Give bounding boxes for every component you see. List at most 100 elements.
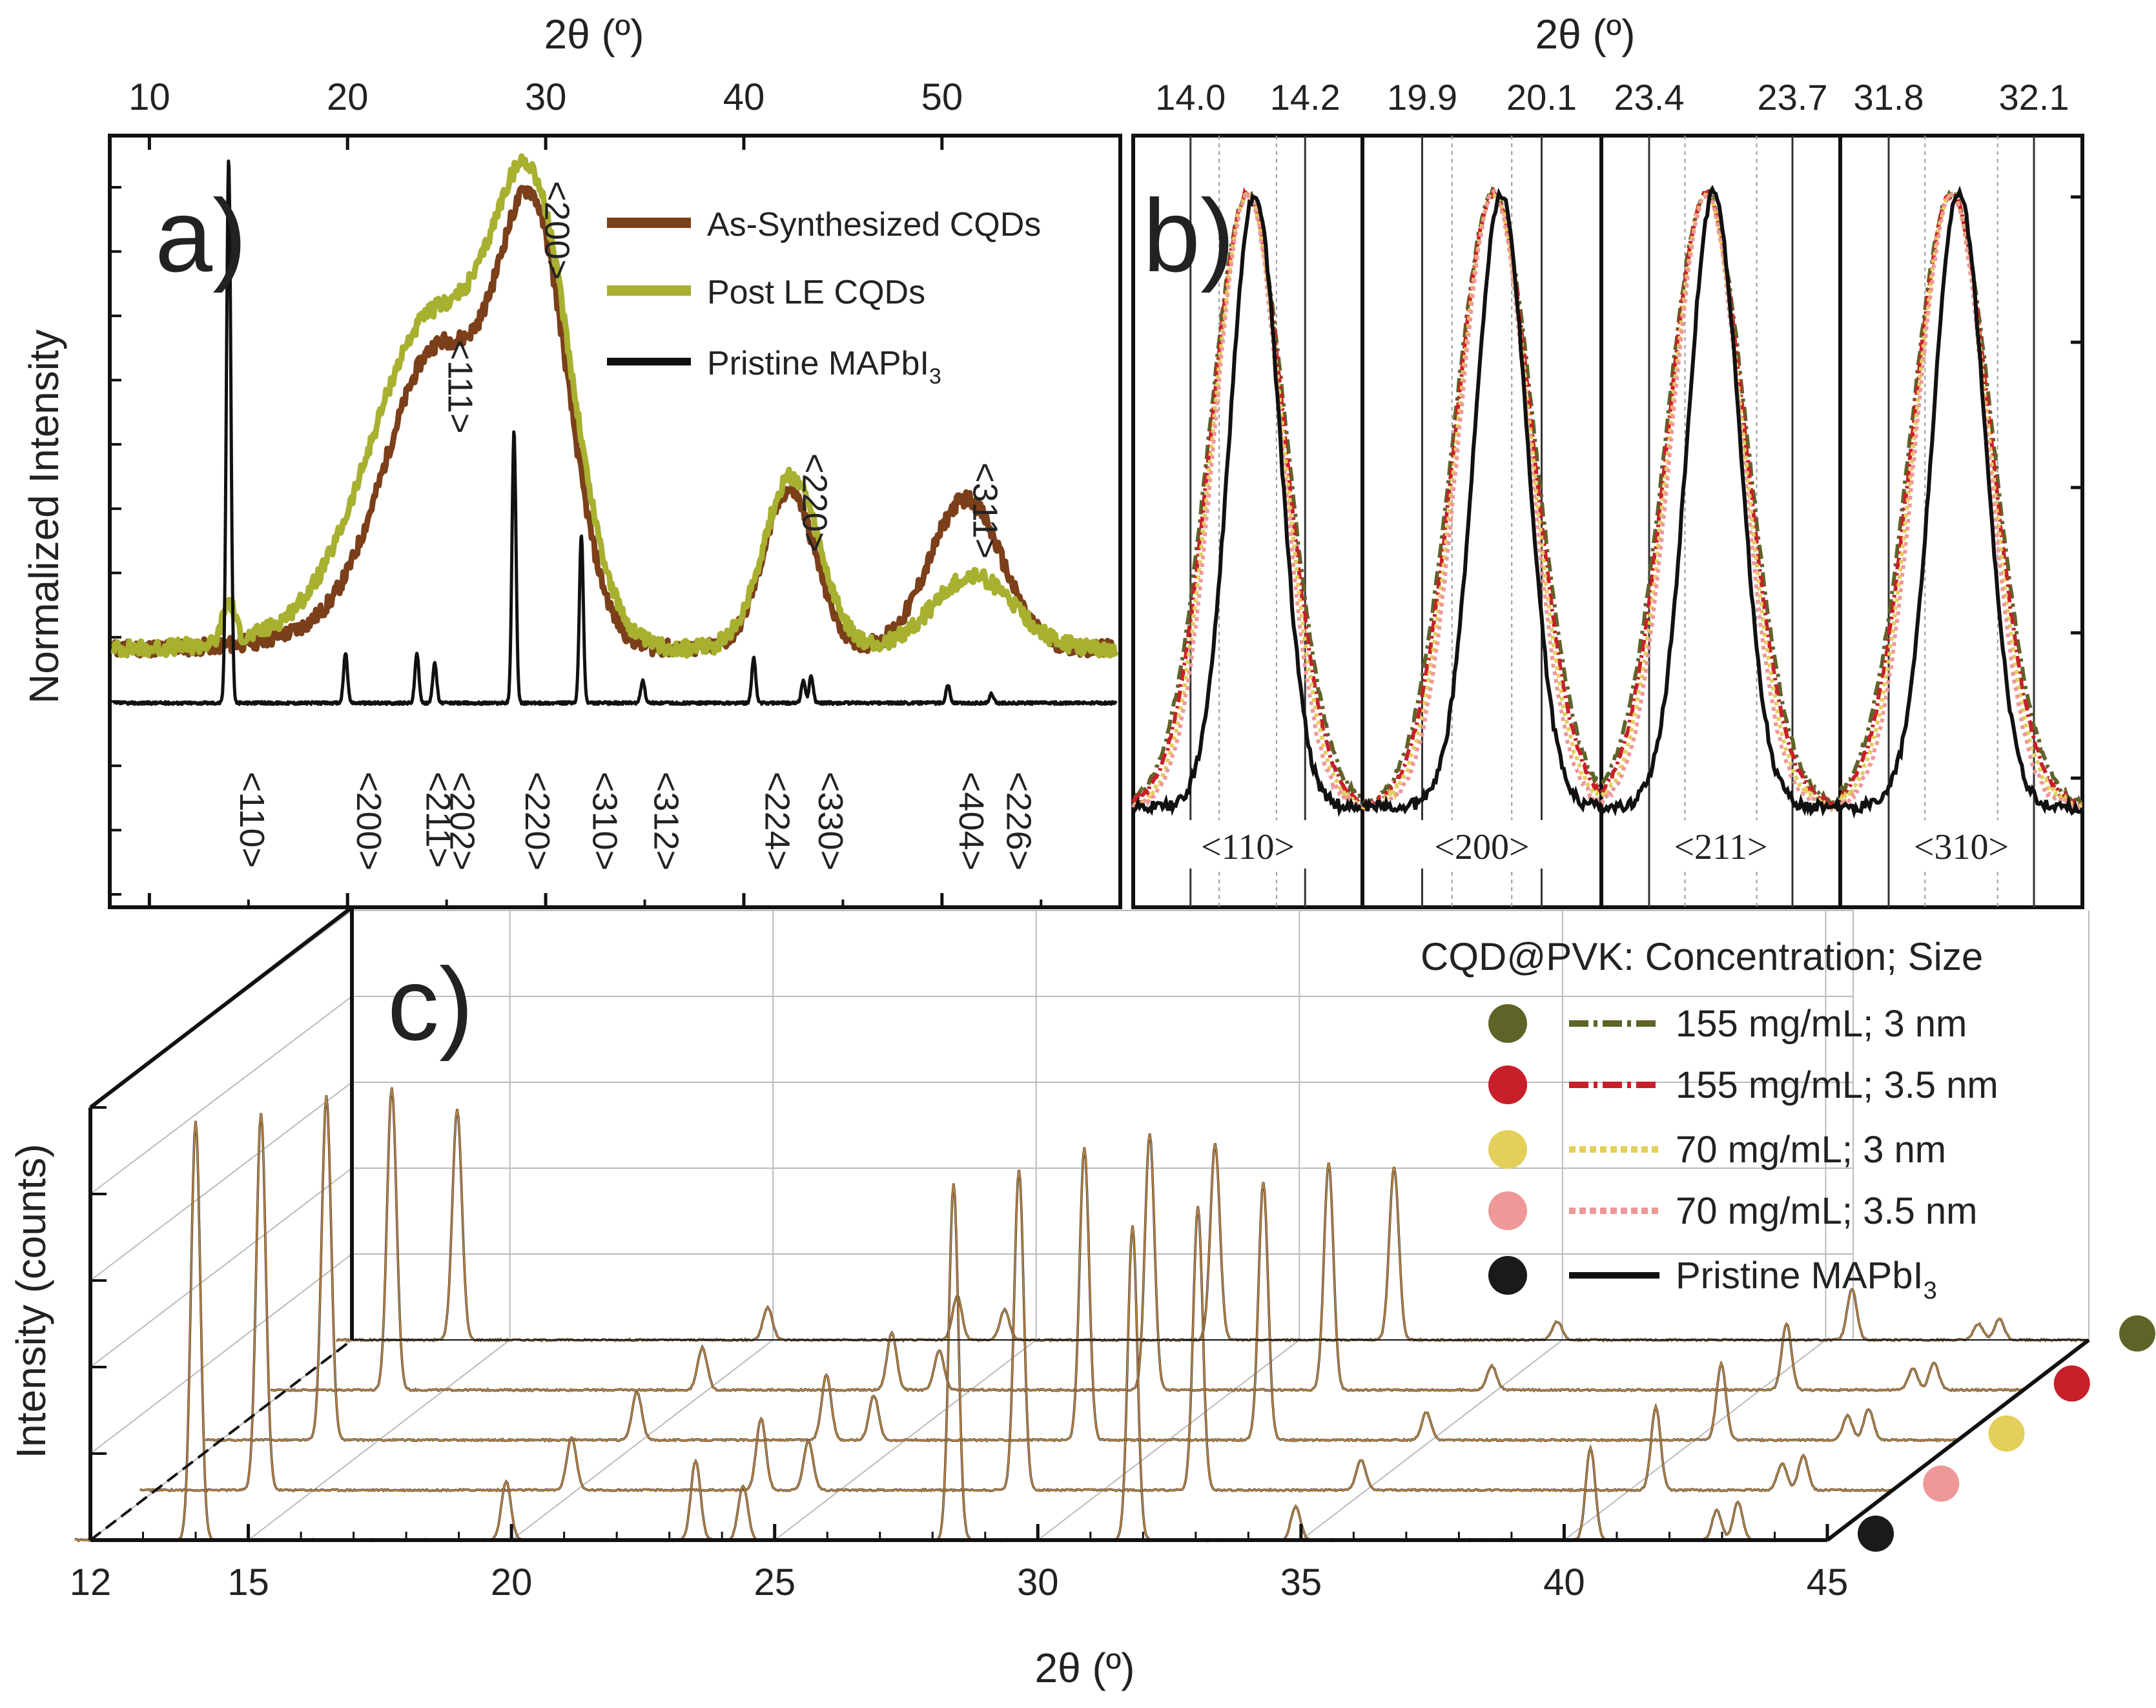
b-subpanel-label: <310> [1914, 827, 2009, 867]
a-hkl-label: <202> [442, 772, 481, 870]
b-series-line-dot_155_35 [1599, 189, 1840, 810]
c-series-line [270, 1087, 2024, 1392]
b-label-bg [1186, 820, 1309, 869]
b-tick-label: 14.0 [1155, 77, 1226, 118]
series-dot-dot_70_3 [1988, 1415, 2025, 1452]
a-hkl-label: <330> [811, 772, 850, 870]
b-series-line-dot_70_35 [1360, 189, 1603, 812]
panel-c-chart: 12 15 20 25 30 35 40 45 c) Intensity (counts) 2… [8, 905, 2155, 1691]
legend-label-subscript: 3 [1924, 1277, 1937, 1304]
a-tick-label: 20 [327, 76, 369, 118]
a-tick-label: 30 [525, 76, 567, 118]
b-subpanel-frame [1838, 134, 2084, 909]
a-peak-label: <111> [440, 340, 479, 433]
panel-c-xlabel: 2θ (º) [1035, 1645, 1135, 1691]
b-tick-label: 20.1 [1506, 77, 1577, 118]
panel-a-frame [108, 134, 1122, 909]
a-hkl-label: <220> [518, 772, 557, 870]
panel-a-chart: 10 20 30 40 50 a) Normalized Intensity 2θ (º… [21, 11, 1122, 909]
a-hkl-label: <110> [232, 772, 271, 868]
series-dot-dot_155_35 [2053, 1365, 2090, 1402]
legend-dot [1488, 1065, 1527, 1104]
a-hkl-label: <312> [646, 772, 685, 870]
c-back-wall [351, 910, 1854, 1341]
c-x-tick-label: 40 [1543, 1561, 1585, 1603]
legend-label-as-synth: As-Synthesized CQDs [707, 206, 1041, 243]
legend-label: 70 mg/mL; 3 nm [1676, 1129, 1946, 1171]
b-series-line-dot_155_3 [1601, 187, 1841, 810]
legend-label: Pristine MAPbI3 [1676, 1255, 1937, 1304]
panel-b-xlabel: 2θ (º) [1535, 11, 1636, 57]
c-side-gridline [90, 996, 353, 1195]
b-tick-label: 14.2 [1270, 77, 1340, 118]
a-hkl-label: <224> [757, 772, 796, 870]
legend-dot [1488, 1191, 1527, 1230]
b-label-bg [1900, 820, 2023, 869]
b-series-line-pristine [1361, 187, 1603, 815]
series-dot-dot_70_35 [1923, 1465, 1960, 1502]
c-depth-edge [89, 1339, 353, 1541]
c-x-tick-label: 35 [1280, 1561, 1322, 1603]
legend-label-text: 70 mg/mL; 3 nm [1676, 1129, 1946, 1171]
b-series-line-dot_155_3 [1133, 187, 1363, 801]
legend-label: 155 mg/mL; 3.5 nm [1676, 1064, 1998, 1106]
a-hkl-label: <310> [585, 772, 624, 870]
a-series-line-pristine [112, 159, 1118, 706]
a-hkl-label: <211> [419, 772, 458, 868]
b-series-line-dot_155_35 [1840, 191, 2084, 809]
legend-dot [1488, 1004, 1527, 1043]
panel-c-ylabel: Intensity (counts) [8, 1144, 54, 1458]
c-series-line [205, 1095, 1958, 1443]
b-series-line-pristine [1838, 185, 2084, 819]
b-subpanel-label: <110> [1201, 827, 1295, 867]
legend-label-text: 70 mg/mL; 3.5 nm [1676, 1190, 1977, 1232]
legend-label: 155 mg/mL; 3 nm [1676, 1003, 1967, 1045]
a-series-line-as_synth [110, 185, 1118, 659]
a-tick-label: 40 [723, 76, 765, 118]
a-peak-label: <311> [966, 462, 1005, 559]
a-hkl-label: <404> [952, 772, 991, 870]
c-x-tick-label: 30 [1017, 1561, 1059, 1603]
b-tick-label: 31.8 [1854, 77, 1924, 118]
c-side-gridline [90, 1168, 353, 1368]
b-series-line-pristine [1131, 193, 1363, 818]
b-series-line-pristine [1599, 185, 1841, 817]
panel-c-legend: CQD@PVK: Concentration; Size 155 mg/mL; … [1421, 935, 1998, 1304]
legend-dot [1488, 1130, 1527, 1169]
panel-b-label: b) [1143, 178, 1235, 293]
c-x-tick-label: 20 [491, 1561, 533, 1603]
c-x-tick-label: 25 [754, 1561, 796, 1603]
c-x-tick-label: 15 [227, 1561, 269, 1603]
b-label-bg [1421, 820, 1543, 869]
c-top-edge [89, 905, 353, 1109]
legend-title: CQD@PVK: Concentration; Size [1421, 935, 1983, 978]
legend-label-text: Pristine MAPbI [1676, 1255, 1924, 1297]
a-tick-label: 10 [128, 76, 170, 118]
panel-a-label: a) [155, 178, 247, 293]
series-dot-dot_pristine [1858, 1516, 1894, 1552]
c-floor-gridline [1300, 1339, 1563, 1541]
b-tick-label: 23.4 [1614, 77, 1685, 118]
panel-b-chart: 14.0 14.2 <110> 19.9 20.1 <200> 23.4 23.7 <211> 3… [1131, 11, 2084, 909]
legend-label-text: 155 mg/mL; 3.5 nm [1676, 1064, 1998, 1106]
c-side-gridline [90, 1253, 353, 1454]
b-label-bg [1659, 820, 1782, 869]
b-tick-label: 32.1 [1999, 77, 2069, 118]
b-tick-label: 19.9 [1387, 77, 1457, 118]
legend-label-post-le: Post LE CQDs [707, 274, 925, 311]
a-series-line-post_le [110, 153, 1119, 659]
b-subpanel-label: <200> [1434, 827, 1529, 867]
a-tick-label: 50 [921, 76, 963, 118]
b-tick-label: 23.7 [1758, 77, 1828, 118]
c-right-edge [1826, 1338, 2090, 1542]
a-peak-label: <220> [796, 453, 834, 552]
b-series-line-dot_70_35 [1840, 190, 2084, 813]
a-hkl-label: <200> [349, 772, 388, 870]
legend-label-pristine: Pristine MAPbI3 [707, 345, 941, 389]
panel-a-legend: As-Synthesized CQDs Post LE CQDs Pristin… [607, 206, 1041, 389]
panel-c-label: c) [387, 946, 473, 1062]
b-series-line-dot_155_35 [1131, 187, 1362, 808]
b-subpanel-label: <211> [1674, 827, 1767, 867]
legend-label: 70 mg/mL; 3.5 nm [1676, 1190, 1977, 1232]
